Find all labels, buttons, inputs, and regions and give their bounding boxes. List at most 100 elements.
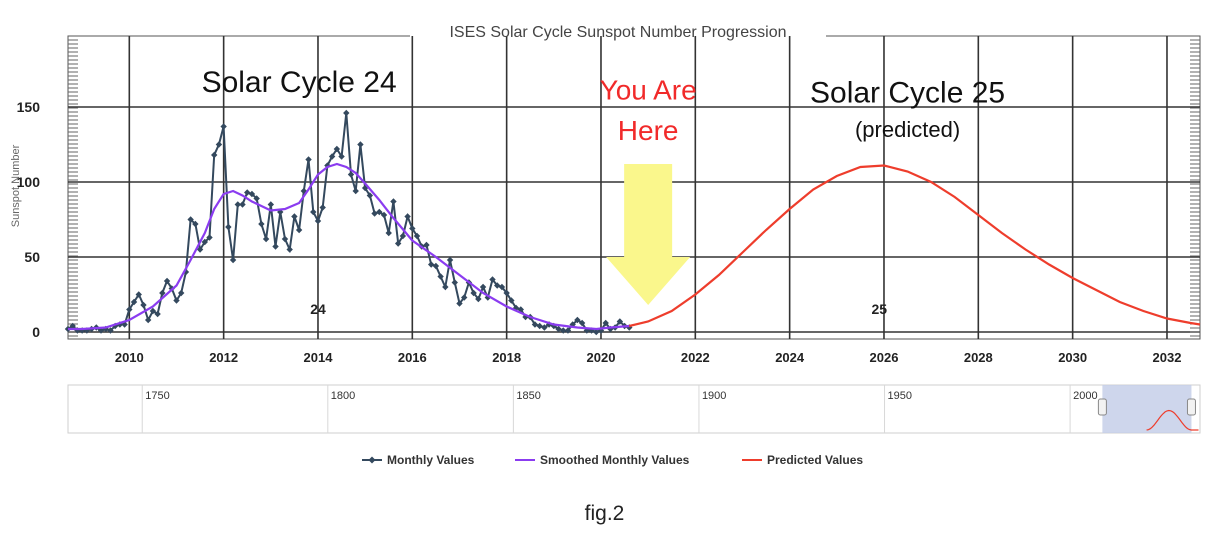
monthly-point [352,187,359,195]
monthly-point [536,322,543,330]
monthly-point [258,220,265,228]
monthly-point [361,184,369,192]
monthly-point [475,295,482,303]
cycle-25-marker-label: 25 [871,301,887,317]
monthly-point [225,223,232,231]
minor-tick-marks [68,39,1200,337]
monthly-point [432,262,440,270]
legend-label: Monthly Values [387,453,475,467]
x-tick-label: 2022 [681,350,710,365]
annotation-you-are: You Are [600,75,697,106]
monthly-point [277,208,284,216]
monthly-point [107,327,114,334]
x-tick-label: 2012 [209,350,238,365]
monthly-point [178,289,185,297]
monthly-point [140,301,147,309]
monthly-point [239,201,246,208]
monthly-point [347,171,355,178]
monthly-point [192,220,199,228]
monthly-point [574,316,581,324]
monthly-point [588,327,595,334]
monthly-point [399,232,407,240]
monthly-point [479,283,487,291]
figure-caption: fig.2 [584,502,625,525]
monthly-point [357,141,364,148]
legend-item: Smoothed Monthly Values [515,453,690,467]
legend-marker [368,456,376,464]
x-tick-label: 2010 [115,350,144,365]
monthly-point [560,327,567,334]
monthly-point [130,298,138,306]
monthly-point [376,208,383,216]
monthly-point [215,141,223,148]
monthly-point [366,192,374,199]
navigator-selection[interactable] [1102,385,1192,433]
monthly-point [451,279,458,286]
monthly-point [187,216,194,223]
monthly-point [597,327,605,334]
navigator-tick-label: 1800 [331,390,355,402]
navigator-tick-label: 1900 [702,390,726,402]
legend-item: Monthly Values [362,453,475,467]
navigator-frame [67,384,1201,434]
monthly-point [409,225,416,232]
monthly-point [144,316,152,324]
monthly-point [126,306,133,313]
y-tick-label: 50 [24,249,40,265]
legend-item: Predicted Values [742,453,863,467]
navigator-handle-left[interactable] [1097,398,1107,416]
x-tick-label: 2026 [870,350,899,365]
x-tick-label: 2024 [775,350,805,365]
monthly-point [616,318,624,325]
monthly-point [442,283,449,291]
monthly-point [253,195,260,202]
annotation-here: Here [618,115,679,146]
legend-label: Predicted Values [767,453,863,467]
navigator-tick-label: 2000 [1073,390,1097,402]
x-tick-label: 2016 [398,350,427,365]
monthly-point [508,297,515,304]
monthly-point [578,319,586,327]
monthly-point [494,282,501,289]
monthly-point [248,190,256,198]
range-navigator[interactable]: 1750 1800 1850 1900 1950 2000 [67,384,1201,434]
monthly-point [135,291,142,298]
monthly-point [328,153,336,160]
x-tick-label: 2018 [492,350,521,365]
y-axis-label: Sunspot Number [10,144,22,227]
monthly-point [305,156,312,163]
monthly-point [211,151,218,159]
monthly-point [206,234,213,241]
monthly-point [201,238,208,246]
monthly-point [149,307,157,315]
monthly-point [291,213,298,220]
monthly-point [220,123,227,130]
monthly-point [461,294,468,301]
cycle-24-marker-label: 24 [310,301,326,317]
monthly-point [244,189,251,196]
monthly-point [555,325,562,333]
monthly-point [163,277,171,285]
monthly-point [310,208,317,216]
x-tick-label: 2032 [1153,350,1182,365]
x-tick-label: 2028 [964,350,993,365]
y-tick-label: 100 [17,174,41,190]
monthly-point [262,235,270,243]
monthly-point [267,201,275,208]
monthly-point [380,211,388,219]
monthly-point [437,273,444,280]
x-tick-label: 2014 [304,350,334,365]
monthly-point [154,310,161,318]
monthly-point [97,327,105,334]
monthly-point [522,313,529,321]
chart-legend: Monthly Values Smoothed Monthly Values Pre… [362,453,863,467]
chart-title: ISES Solar Cycle Sunspot Number Progress… [449,24,786,41]
monthly-point [456,300,463,307]
title-backing [410,26,826,42]
monthly-point [314,217,322,225]
monthly-point [196,246,204,253]
monthly-point [69,322,76,330]
navigator-handle-right[interactable] [1186,398,1196,416]
monthly-point [295,226,303,234]
monthly-point [498,283,506,291]
